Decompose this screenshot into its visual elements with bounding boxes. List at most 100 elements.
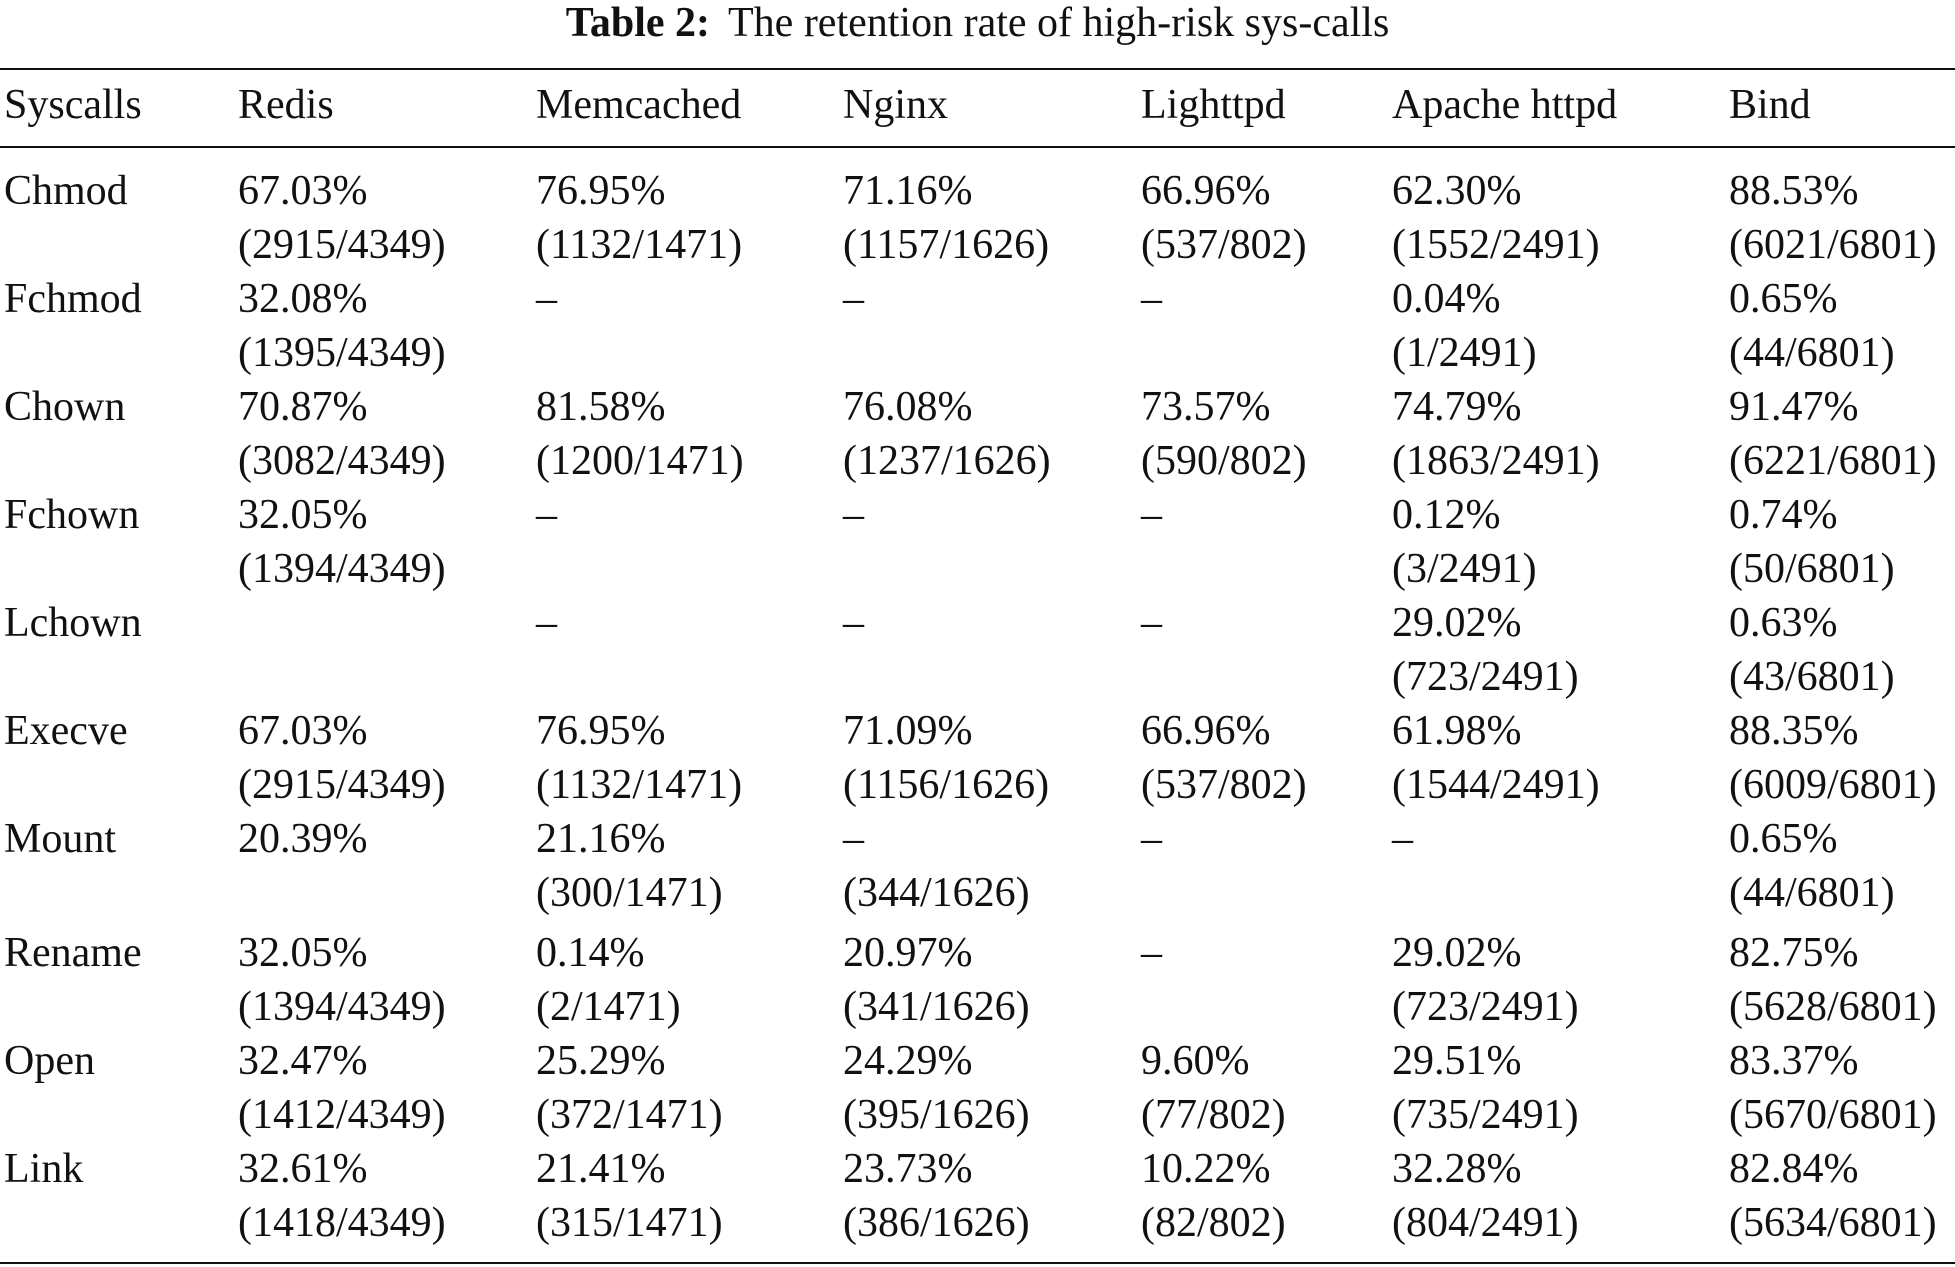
- retention-fraction: [843, 542, 864, 596]
- table-cell: 0.65% (44/6801): [1729, 812, 1895, 920]
- row-label: Rename: [4, 930, 142, 976]
- table-cell: 10.22% (82/802): [1141, 1142, 1286, 1250]
- retention-fraction: [536, 650, 557, 704]
- table-cell: 32.05% (1394/4349): [238, 926, 446, 1034]
- table-cell: –: [843, 272, 864, 380]
- row-label: Chmod: [4, 168, 128, 214]
- retention-percent: 82.75%: [1729, 930, 1859, 976]
- table-cell: 21.41% (315/1471): [536, 1142, 723, 1250]
- retention-fraction: (735/2491): [1392, 1092, 1579, 1138]
- retention-fraction: (300/1471): [536, 870, 723, 916]
- retention-fraction: (1394/4349): [238, 984, 446, 1030]
- lighttpd-header: Lighttpd: [1141, 82, 1286, 128]
- retention-fraction: (723/2491): [1392, 984, 1579, 1030]
- retention-fraction: (537/802): [1141, 222, 1307, 268]
- table-cell: 66.96% (537/802): [1141, 704, 1307, 812]
- retention-percent: 10.22%: [1141, 1146, 1271, 1192]
- table-cell: 32.61% (1418/4349): [238, 1142, 446, 1250]
- row-label: Chown: [4, 384, 126, 430]
- caption-label: Table 2:: [565, 0, 711, 46]
- retention-fraction: [1141, 650, 1162, 704]
- memcached-header: Memcached: [536, 82, 742, 128]
- redis-header: Redis: [238, 82, 334, 128]
- retention-fraction: (1395/4349): [238, 330, 446, 376]
- row-label: Open: [4, 1038, 95, 1084]
- retention-fraction: (5634/6801): [1729, 1200, 1937, 1246]
- table-cell: 76.95% (1132/1471): [536, 164, 742, 272]
- retention-percent: 88.53%: [1729, 168, 1859, 214]
- retention-percent: 20.39%: [238, 816, 368, 862]
- retention-percent: –: [536, 492, 557, 538]
- table-cell: 74.79% (1863/2491): [1392, 380, 1600, 488]
- table-cell: 0.74% (50/6801): [1729, 488, 1895, 596]
- table-cell: 0.04% (1/2491): [1392, 272, 1537, 380]
- retention-percent: 88.35%: [1729, 708, 1859, 754]
- retention-percent: 73.57%: [1141, 384, 1271, 430]
- retention-fraction: (386/1626): [843, 1200, 1030, 1246]
- retention-fraction: (1418/4349): [238, 1200, 446, 1246]
- retention-fraction: (6009/6801): [1729, 762, 1937, 808]
- table-cell: – (344/1626): [843, 812, 1030, 920]
- retention-fraction: (1132/1471): [536, 762, 743, 808]
- retention-percent: 76.95%: [536, 168, 666, 214]
- retention-fraction: [1392, 866, 1413, 920]
- table-cell: 0.12% (3/2491): [1392, 488, 1537, 596]
- retention-percent: 0.65%: [1729, 816, 1838, 862]
- table-cell: 20.97% (341/1626): [843, 926, 1030, 1034]
- retention-percent: –: [1141, 600, 1162, 646]
- retention-fraction: (43/6801): [1729, 654, 1895, 700]
- retention-fraction: (2/1471): [536, 984, 681, 1030]
- retention-fraction: [843, 650, 864, 704]
- table-cell: –: [1141, 926, 1162, 1034]
- retention-percent: 25.29%: [536, 1038, 666, 1084]
- retention-percent: –: [536, 276, 557, 322]
- retention-percent: 32.05%: [238, 930, 368, 976]
- retention-percent: –: [1141, 492, 1162, 538]
- retention-percent: 71.16%: [843, 168, 973, 214]
- retention-percent: 21.41%: [536, 1146, 666, 1192]
- retention-percent: 61.98%: [1392, 708, 1522, 754]
- retention-fraction: (1237/1626): [843, 438, 1051, 484]
- retention-percent: –: [843, 600, 864, 646]
- retention-fraction: (395/1626): [843, 1092, 1030, 1138]
- retention-fraction: (1394/4349): [238, 546, 446, 592]
- retention-percent: 29.02%: [1392, 600, 1522, 646]
- table-caption: Table 2: The retention rate of high-risk …: [0, 0, 1955, 46]
- retention-percent: 0.12%: [1392, 492, 1501, 538]
- retention-percent: 67.03%: [238, 708, 368, 754]
- row-label: Execve: [4, 708, 128, 754]
- table-cell: 29.02% (723/2491): [1392, 926, 1579, 1034]
- retention-percent: 0.63%: [1729, 600, 1838, 646]
- retention-percent: 9.60%: [1141, 1038, 1250, 1084]
- retention-percent: 29.51%: [1392, 1038, 1522, 1084]
- retention-percent: 29.02%: [1392, 930, 1522, 976]
- retention-fraction: (1544/2491): [1392, 762, 1600, 808]
- table-cell: 88.53% (6021/6801): [1729, 164, 1937, 272]
- retention-fraction: [536, 326, 557, 380]
- retention-fraction: [1141, 866, 1162, 920]
- row-label: Link: [4, 1146, 84, 1192]
- table-cell: –: [1141, 812, 1162, 920]
- table-cell: 67.03% (2915/4349): [238, 704, 446, 812]
- header-rule: [0, 146, 1955, 148]
- retention-fraction: (44/6801): [1729, 330, 1895, 376]
- retention-fraction: (590/802): [1141, 438, 1307, 484]
- retention-fraction: (1/2491): [1392, 330, 1537, 376]
- table-cell: 71.16% (1157/1626): [843, 164, 1049, 272]
- table-cell: 67.03% (2915/4349): [238, 164, 446, 272]
- retention-fraction: (77/802): [1141, 1092, 1286, 1138]
- retention-fraction: [536, 542, 557, 596]
- retention-fraction: (3082/4349): [238, 438, 446, 484]
- table-cell: 25.29% (372/1471): [536, 1034, 723, 1142]
- table-cell: 9.60% (77/802): [1141, 1034, 1286, 1142]
- retention-fraction: [1141, 542, 1162, 596]
- retention-percent: 32.08%: [238, 276, 368, 322]
- retention-fraction: (2915/4349): [238, 222, 446, 268]
- row-label: Mount: [4, 816, 117, 862]
- table-cell: –: [1141, 272, 1162, 380]
- table-cell: –: [536, 596, 557, 704]
- retention-percent: 76.08%: [843, 384, 973, 430]
- bind-header: Bind: [1729, 82, 1811, 128]
- table-cell: –: [1141, 488, 1162, 596]
- retention-fraction: (1132/1471): [536, 222, 743, 268]
